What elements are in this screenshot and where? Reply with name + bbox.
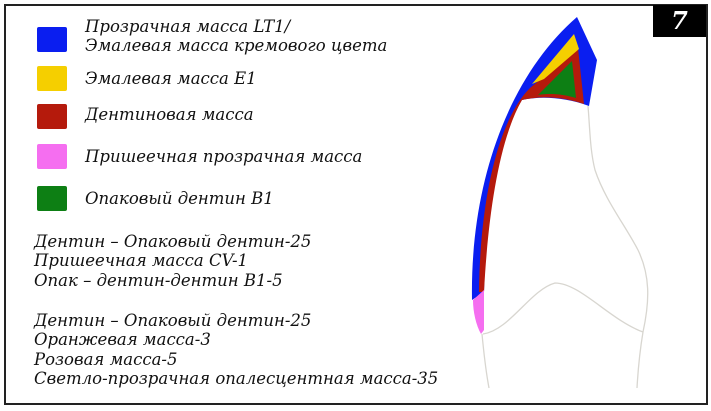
recipe-group-2: Дентин – Опаковый дентин-25 Оранжевая ма…	[34, 311, 438, 388]
figure-frame	[4, 4, 708, 405]
cervical-layer	[473, 290, 484, 334]
tooth-outline-cej	[482, 282, 644, 335]
tooth-outline-lingual	[587, 105, 649, 389]
legend-label: Прозрачная масса LT1/ Эмалевая масса кре…	[85, 17, 387, 55]
recipe-line: Опак – дентин-дентин B1-5	[34, 270, 283, 290]
recipe-group-1: Дентин – Опаковый дентин-25 Пришеечная м…	[34, 232, 311, 290]
legend-label: Эмалевая масса E1	[85, 69, 257, 88]
legend-swatch	[37, 104, 67, 129]
recipe-line: Пришеечная масса CV-1	[34, 251, 249, 271]
figure-number-badge: 7	[653, 5, 706, 37]
recipe-line: Светло-прозрачная опалесцентная масса-35	[34, 368, 439, 388]
enamel-e1-layer	[532, 34, 579, 84]
recipe-line: Дентин – Опаковый дентин-25	[34, 311, 312, 330]
recipe-line: Розовая масса-5	[34, 349, 178, 369]
legend-label-line: Прозрачная масса LT1/	[85, 17, 291, 36]
legend-label-line: Эмалевая масса кремового цвета	[85, 36, 388, 55]
legend-swatch	[37, 66, 67, 91]
legend-label: Опаковый дентин B1	[85, 189, 274, 208]
recipe-line: Оранжевая масса-3	[34, 330, 211, 350]
legend-label: Пришеечная прозрачная масса	[85, 147, 363, 166]
legend-label: Дентиновая масса	[85, 105, 254, 124]
legend-swatch	[37, 144, 67, 169]
legend-swatch	[37, 27, 67, 52]
dentin-layer	[479, 48, 584, 292]
opaque-dentin-layer	[538, 61, 576, 98]
recipe-line: Дентин – Опаковый дентин-25	[34, 232, 312, 251]
legend-swatch	[37, 186, 67, 211]
tooth-outline-root	[481, 333, 490, 389]
